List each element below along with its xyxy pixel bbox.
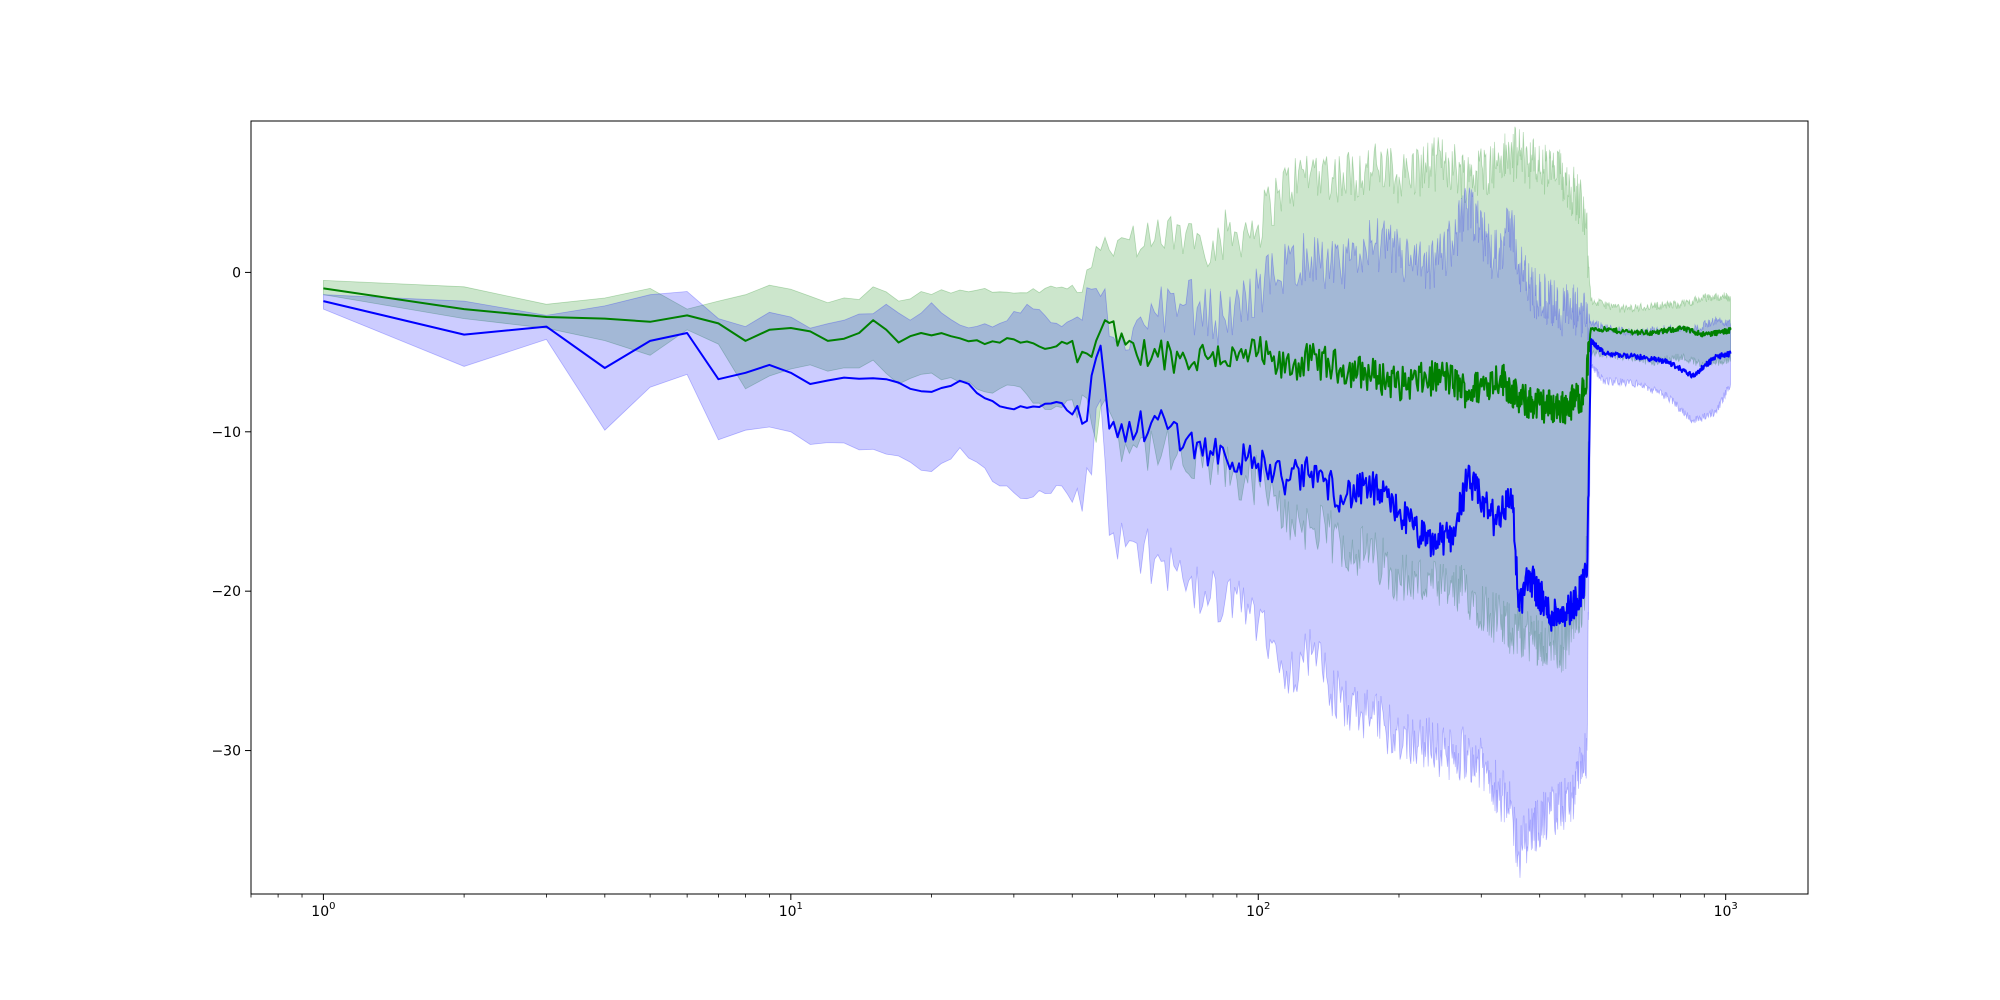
y-tick-label-1: −10 xyxy=(211,425,241,441)
y-axis: 0 −10 −20 −30 xyxy=(211,265,251,760)
x-axis: 100 101 102 103 xyxy=(250,894,1738,920)
series-band-0 xyxy=(323,126,1731,673)
series-lines xyxy=(323,287,1732,632)
series-line-1 xyxy=(323,300,1732,632)
series-band-1 xyxy=(323,187,1731,878)
series-line-0 xyxy=(323,287,1732,425)
x-tick-label-0: 100 xyxy=(311,901,335,920)
x-tick-label-3: 103 xyxy=(1714,901,1738,920)
bands xyxy=(323,126,1731,878)
y-tick-label-0: 0 xyxy=(232,265,241,281)
plot-area xyxy=(251,121,1808,894)
y-tick-label-3: −30 xyxy=(211,744,241,760)
x-tick-label-1: 101 xyxy=(779,901,803,920)
plot-frame xyxy=(250,120,1809,895)
x-tick-label-2: 102 xyxy=(1246,901,1270,920)
y-tick-label-2: −20 xyxy=(211,584,241,600)
